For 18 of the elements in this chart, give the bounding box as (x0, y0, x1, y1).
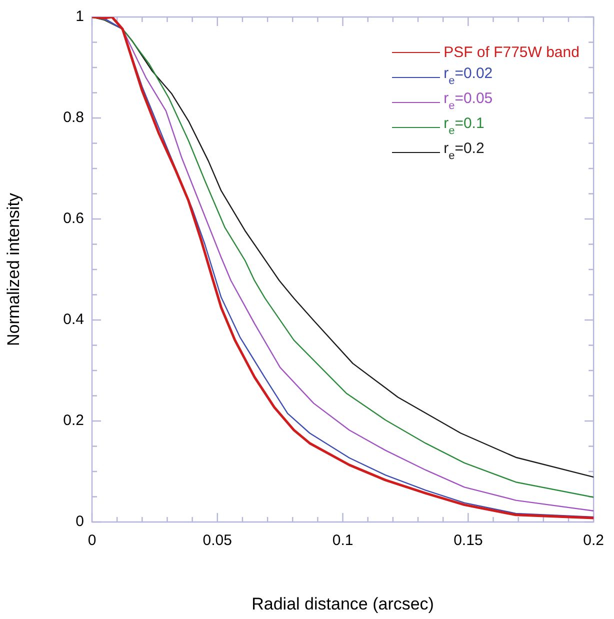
x-tick-label: 0.2 (583, 532, 604, 550)
legend-label: r$_{e}$=0.1 (444, 115, 484, 139)
y-tick-label: 0.4 (63, 311, 84, 328)
legend-label: PSF of F775W band (444, 44, 580, 61)
y-tick-label: 0 (76, 513, 84, 530)
y-tick-label: 1 (76, 8, 84, 26)
y-tick-label: 0.2 (63, 412, 84, 430)
x-tick-label: 0.05 (202, 532, 232, 550)
x-tick-label: 0.15 (454, 532, 483, 550)
legend-label: r$_{e}$=0.2 (444, 140, 484, 164)
y-axis-title: Normalized intensity (4, 192, 23, 346)
legend-label: r$_{e}$=0.02 (444, 65, 493, 89)
legend-label: r$_{e}$=0.05 (444, 90, 493, 114)
x-tick-label: 0.1 (332, 532, 354, 550)
x-tick-label: 0 (88, 532, 96, 550)
x-axis-title: Radial distance (arcsec) (252, 594, 434, 614)
y-tick-label: 0.6 (63, 210, 84, 228)
y-tick-label: 0.8 (63, 109, 84, 126)
